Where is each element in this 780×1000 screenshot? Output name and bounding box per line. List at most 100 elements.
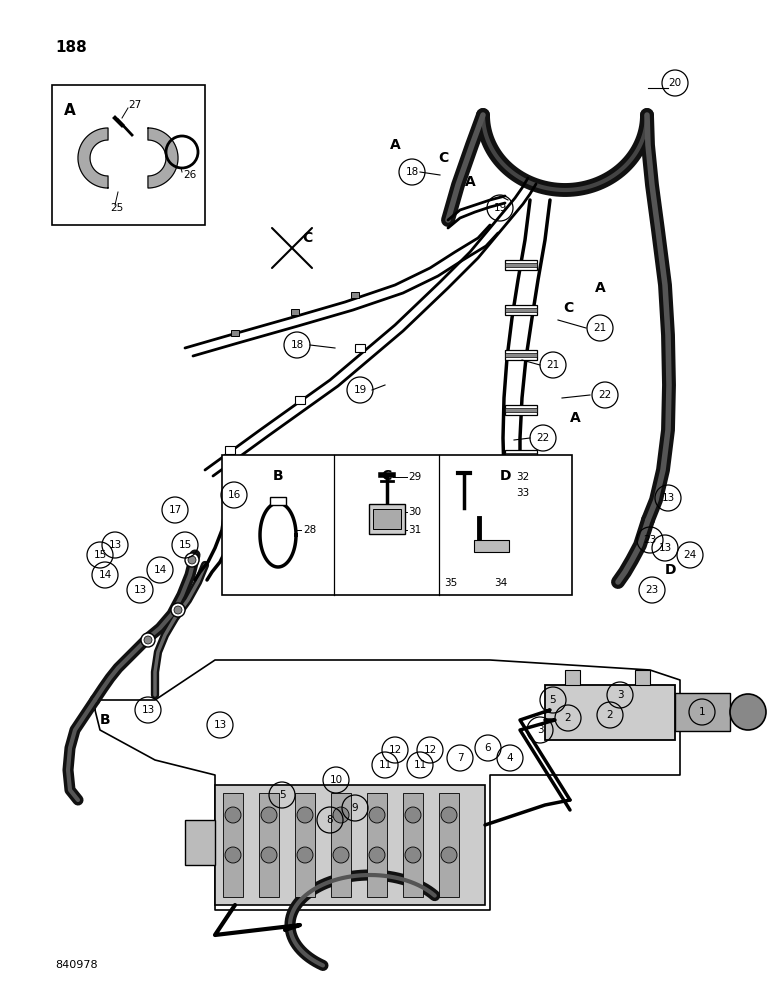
Text: 16: 16 [228,490,240,500]
Circle shape [225,807,241,823]
Text: 26: 26 [183,170,197,180]
Bar [635,670,650,685]
Text: 32: 32 [516,472,530,482]
Bar [185,820,215,865]
Bar [403,793,423,897]
Circle shape [333,847,349,863]
Text: 31: 31 [409,525,422,535]
Text: 3: 3 [617,690,623,700]
Bar [231,330,239,336]
Text: A: A [569,411,580,425]
Text: 24: 24 [683,550,697,560]
Circle shape [333,807,349,823]
Text: 13: 13 [133,585,147,595]
Bar [675,693,730,731]
Text: 23: 23 [645,585,658,595]
Circle shape [405,807,421,823]
Circle shape [223,550,233,560]
Text: 6: 6 [484,743,491,753]
Circle shape [369,847,385,863]
Bar [331,793,351,897]
Text: 188: 188 [55,40,87,55]
Circle shape [225,847,241,863]
Text: 15: 15 [179,540,192,550]
Circle shape [405,847,421,863]
Text: 2: 2 [607,710,613,720]
Text: D: D [665,563,675,577]
Polygon shape [78,128,108,188]
Text: 5: 5 [550,695,556,705]
Bar [505,308,537,312]
Bar [367,793,387,897]
Bar [545,685,675,740]
Circle shape [235,550,245,560]
Text: 1: 1 [699,707,705,717]
Text: 12: 12 [388,745,402,755]
Text: A: A [594,281,605,295]
Circle shape [441,807,457,823]
Text: 23: 23 [644,535,657,545]
Text: 14: 14 [154,565,167,575]
Circle shape [441,847,457,863]
Text: C: C [302,231,312,245]
Bar [291,309,299,315]
Text: 11: 11 [378,760,392,770]
Text: C: C [438,151,448,165]
Text: A: A [390,138,400,152]
Text: 34: 34 [494,578,507,588]
Text: 15: 15 [94,550,107,560]
Text: B: B [100,713,110,727]
Text: 4: 4 [507,753,513,763]
Bar [373,509,400,529]
Circle shape [223,525,233,535]
Bar [505,453,537,457]
Circle shape [235,525,245,535]
Bar [215,785,485,905]
Text: 2: 2 [565,713,571,723]
Bar [295,396,305,404]
Text: A: A [64,103,76,118]
Text: B: B [273,469,283,483]
Bar [505,353,537,357]
Text: 17: 17 [168,505,182,515]
Bar [270,497,286,505]
Bar [351,292,359,298]
Text: 840978: 840978 [55,960,98,970]
Text: 13: 13 [214,720,227,730]
Polygon shape [148,128,178,188]
Bar [223,793,243,897]
Text: 28: 28 [303,525,316,535]
Bar [439,793,459,897]
Circle shape [141,633,155,647]
Text: 18: 18 [406,167,419,177]
Bar [565,670,580,685]
Bar [225,446,235,454]
Bar [52,85,205,225]
Text: 12: 12 [424,745,437,755]
Text: A: A [465,175,475,189]
Circle shape [730,694,766,730]
Bar [355,344,365,352]
Bar [222,455,572,595]
Text: 18: 18 [290,340,303,350]
Bar [505,405,537,415]
Text: 5: 5 [278,790,285,800]
Text: 11: 11 [413,760,427,770]
Bar [505,305,537,315]
Bar [368,504,405,534]
Text: 21: 21 [546,360,559,370]
Text: 9: 9 [352,803,358,813]
Circle shape [174,606,182,614]
Bar [259,793,279,897]
Text: 13: 13 [661,493,675,503]
Bar [295,793,315,897]
Text: 13: 13 [658,543,672,553]
Text: 3: 3 [537,725,544,735]
Circle shape [261,847,277,863]
Text: C: C [381,469,392,483]
Bar [505,260,537,270]
Circle shape [171,603,185,617]
Text: 13: 13 [108,540,122,550]
Text: 10: 10 [329,775,342,785]
Circle shape [369,807,385,823]
